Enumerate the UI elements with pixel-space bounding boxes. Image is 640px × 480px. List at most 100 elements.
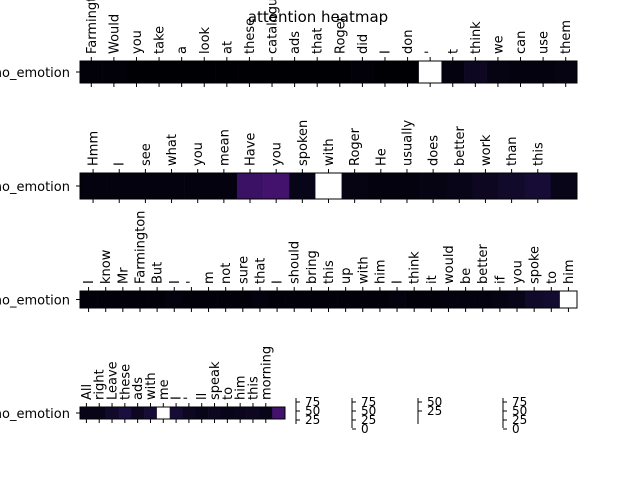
token-label: don [401,30,416,54]
heatmap-cell [158,173,185,199]
token-label: you [511,260,526,284]
heatmap-cell [131,291,149,308]
heatmap-cell [272,407,286,419]
heatmap-cell [439,291,458,308]
token-label: me [157,379,172,400]
token-label: Leave [106,361,121,400]
heatmap-cell [234,291,252,308]
heatmap-cell [328,61,352,83]
token-label: catalogue [266,0,281,54]
heatmap-cell [486,61,510,83]
token-label: speak [208,361,223,400]
token-label: spoke [528,246,543,284]
heatmap-cell [182,291,201,308]
heatmap-cell [238,61,262,83]
heatmap-cell [148,291,166,308]
colorbar-tick-label: 0 [512,422,520,436]
heatmap-cell [268,291,286,308]
token-label: But [151,262,166,284]
colorbar-tick-label: 25 [427,404,442,418]
heatmap-cell [373,61,397,83]
token-label: right [93,369,108,400]
token-label: these [243,18,258,54]
token-label: morning [259,346,274,400]
heatmap-cell [441,61,465,83]
heatmap-cell [144,407,158,419]
heatmap-cell [184,173,212,199]
heatmap-cell [147,61,171,83]
heatmap-cell [220,407,235,419]
heatmap-cell [302,291,321,308]
heatmap-cell [80,291,98,308]
token-label: not [219,263,234,284]
heatmap-cell [531,61,555,83]
heatmap-cell [420,173,447,199]
token-label: if [493,275,508,284]
heatmap-cell [525,291,544,308]
heatmap-cell [524,173,552,199]
token-label: should [288,241,303,284]
colorbar-tick-label: 25 [361,413,376,427]
heatmap-cell [341,173,369,199]
token-label: to [221,387,236,400]
token-label: you [270,142,285,166]
token-label: you [191,142,206,166]
colorbar-tick-label: 75 [361,395,376,409]
token-label: I [113,162,128,166]
heatmap-cell [472,173,499,199]
token-label: than [505,136,520,166]
token-label: think [469,21,484,54]
token-label: that [253,258,268,284]
heatmap-cell [491,291,509,308]
token-label: work [479,134,494,166]
heatmap-cell [393,173,421,199]
token-label: with [356,256,371,284]
heatmap-cell [92,407,106,419]
heatmap-cell [283,61,307,83]
token-label: we [491,35,506,54]
token-label: can [514,31,529,54]
token-label: I [391,280,406,284]
heatmap-cell [446,173,473,199]
heatmap-cell [418,61,442,83]
heatmap-cell [550,173,578,199]
heatmap-cell [233,407,247,419]
token-label: better [476,244,491,284]
heatmap-cell [182,407,196,419]
heatmap-cell [80,173,107,199]
heatmap-cell [367,173,395,199]
token-label: Mr [116,267,131,284]
token-label: look [198,26,213,54]
heatmap-cell [132,173,159,199]
heatmap-cell [208,407,222,419]
token-label: think [408,251,423,284]
heatmap-cell [554,61,578,83]
token-label: usually [400,120,415,166]
heatmap-cell [289,173,316,199]
heatmap-cell [315,173,342,199]
heatmap-cell [156,407,170,419]
token-label: ' [185,280,200,284]
token-label: Roger [333,15,348,54]
row-label: no_emotion [0,180,70,195]
token-label: take [153,26,168,54]
token-label: bring [305,250,320,284]
token-label: him [373,259,388,284]
heatmap-cell [102,61,126,83]
token-label: be [459,268,474,284]
colorbar-tick-label: 25 [512,413,527,427]
token-label: better [453,126,468,166]
token-label: at [220,41,235,54]
token-label: did [356,34,371,54]
row-label: no_emotion [0,407,70,422]
token-label: this [322,260,337,284]
token-label: Farmington [85,0,100,54]
token-label: sure [236,256,251,284]
token-label: what [165,134,180,166]
token-label: this [246,376,261,400]
